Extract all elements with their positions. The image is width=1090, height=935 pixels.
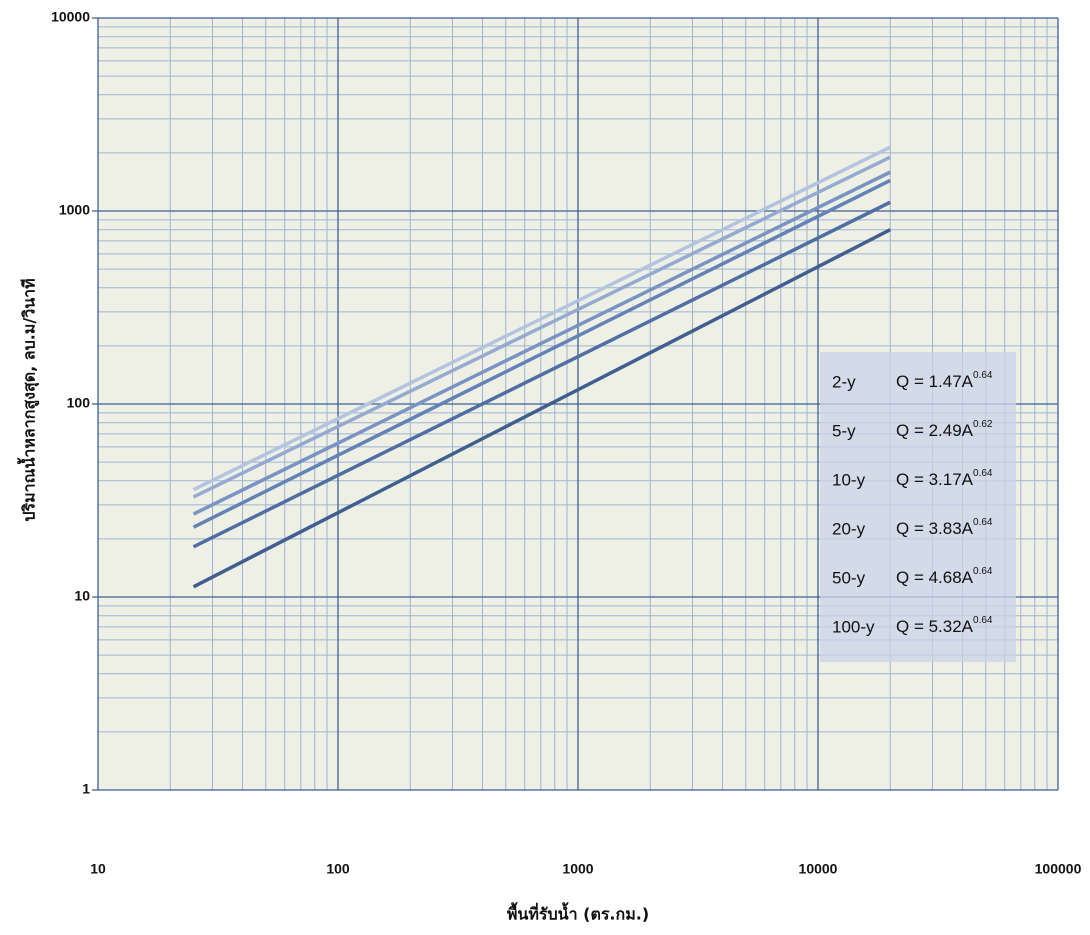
y-tick-label: 10 [74,588,90,604]
legend-name: 50-y [832,568,866,587]
exponent: 0.62 [973,419,993,430]
x-tick-label: 10 [90,861,106,877]
equation: Q = 3.17A [896,470,974,489]
legend-name: 20-y [832,519,866,538]
legend-name: 10-y [832,470,866,489]
equation: Q = 4.68A [896,568,974,587]
x-tick-label: 1000 [562,861,593,877]
y-tick-label: 1000 [59,202,90,218]
equation: Q = 5.32A [896,617,974,636]
exponent: 0.64 [973,566,993,577]
equation: Q = 3.83A [896,519,974,538]
x-tick-label: 100000 [1035,861,1082,877]
x-tick-label: 10000 [799,861,838,877]
legend-name: 5-y [832,421,856,440]
legend-name: 2-y [832,372,856,391]
y-tick-label: 1 [82,781,90,797]
exponent: 0.64 [973,468,993,479]
legend-name: 100-y [832,617,875,636]
exponent: 0.64 [973,370,993,381]
equation: Q = 2.49A [896,421,974,440]
y-tick-label: 10000 [51,9,90,25]
x-axis-label: พื้นที่รับน้ำ (ตร.กม.) [507,902,649,924]
x-tick-label: 100 [326,861,350,877]
y-tick-label: 100 [67,395,91,411]
exponent: 0.64 [973,517,993,528]
exponent: 0.64 [973,615,993,626]
y-axis-label: ปริมาณน้ำหลากสูงสุด, ลบ.ม/วินาที [17,278,41,521]
chart: พื้นที่รับน้ำ (ตร.กม.) ปริมาณน้ำหลากสูงส… [0,0,1090,935]
equation: Q = 1.47A [896,372,974,391]
